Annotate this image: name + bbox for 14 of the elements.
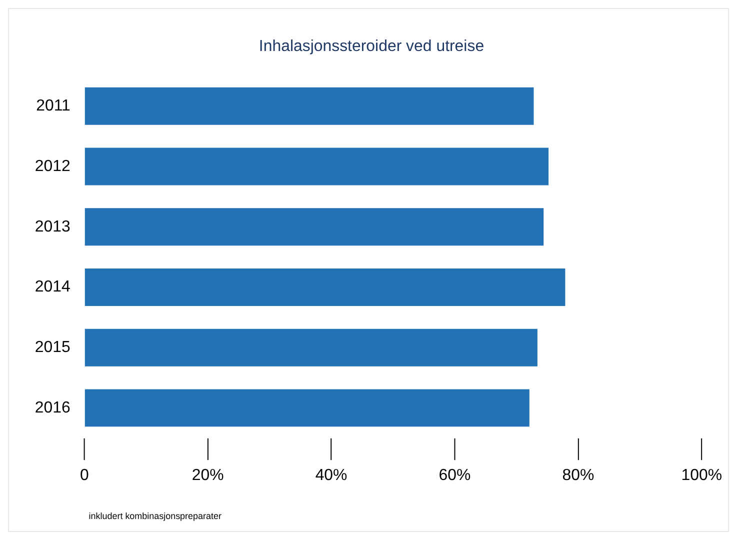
y-tick-label: 2015 bbox=[34, 339, 71, 356]
y-tick-label: 2011 bbox=[36, 98, 71, 115]
x-tick-label: 40% bbox=[315, 467, 348, 484]
x-tick-label: 60% bbox=[438, 467, 471, 484]
text: inkludert kombinasjonspreparater bbox=[88, 511, 222, 522]
x-tick-label: 0 bbox=[80, 467, 89, 484]
x-tick-label: 20% bbox=[192, 467, 224, 484]
x-tick-label: 100% bbox=[681, 467, 722, 484]
y-tick-label: 2016 bbox=[34, 399, 71, 416]
y-tick-label: 2013 bbox=[34, 218, 71, 236]
chart-title: Inhalasjonssteroider ved utreise bbox=[258, 38, 484, 55]
y-tick-label: 2014 bbox=[34, 278, 71, 296]
x-tick-label: 80% bbox=[562, 467, 594, 484]
y-tick-label: 2012 bbox=[34, 158, 71, 175]
